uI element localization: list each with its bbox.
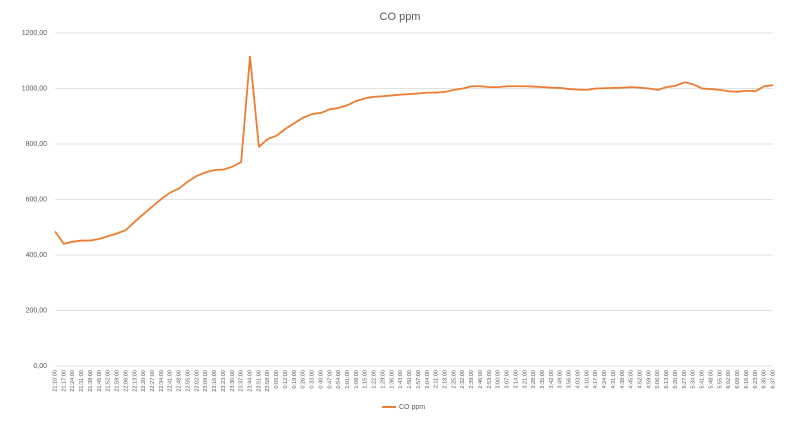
x-tick-label: 4:31:00 <box>611 370 617 389</box>
x-tick-label: 23:37:00 <box>239 370 245 392</box>
y-tick-label: 600,00 <box>26 196 48 203</box>
x-tick-label: 23:51:00 <box>256 370 262 392</box>
x-tick-label: 22:06:00 <box>123 370 129 392</box>
x-tick-label: 23:16:00 <box>212 370 218 392</box>
x-tick-label: 22:13:00 <box>132 370 138 392</box>
x-tick-label: 5:55:00 <box>717 370 723 389</box>
x-tick-label: 0:19:00 <box>292 370 298 389</box>
x-tick-label: 23:58:00 <box>265 370 271 392</box>
x-tick-label: 23:02:00 <box>194 370 200 392</box>
x-tick-label: 1:29:00 <box>380 370 386 389</box>
x-tick-label: 4:03:00 <box>575 370 581 389</box>
x-tick-label: 23:09:00 <box>203 370 209 392</box>
x-tick-label: 0:05:00 <box>274 370 280 389</box>
x-tick-label: 21:24:00 <box>70 370 76 392</box>
x-tick-label: 3:42:00 <box>549 370 555 389</box>
x-tick-label: 5:41:00 <box>700 370 706 389</box>
x-tick-label: 1:57:00 <box>416 370 422 389</box>
x-tick-label: 4:52:00 <box>638 370 644 389</box>
x-tick-label: 21:45:00 <box>97 370 103 392</box>
x-tick-label: 5:48:00 <box>708 370 714 389</box>
x-tick-label: 21:38:00 <box>88 370 94 392</box>
x-tick-label: 4:38:00 <box>620 370 626 389</box>
x-tick-label: 22:41:00 <box>168 370 174 392</box>
x-tick-label: 22:34:00 <box>159 370 165 392</box>
y-tick-label: 1200,00 <box>22 30 47 37</box>
x-tick-label: 2:46:00 <box>478 370 484 389</box>
x-tick-label: 4:17:00 <box>593 370 599 389</box>
x-tick-label: 21:31:00 <box>79 370 85 392</box>
data-line <box>54 55 774 245</box>
x-tick-label: 1:01:00 <box>345 370 351 389</box>
y-tick-label: 1000,00 <box>22 85 47 92</box>
x-tick-label: 3:35:00 <box>540 370 546 389</box>
x-tick-label: 0:54:00 <box>336 370 342 389</box>
x-tick-label: 5:06:00 <box>655 370 661 389</box>
x-tick-label: 2:32:00 <box>460 370 466 389</box>
y-tick-label: 800,00 <box>26 141 48 148</box>
legend-label: CO ppm <box>399 404 425 411</box>
x-tick-label: 2:39:00 <box>469 370 475 389</box>
x-tick-label: 3:49:00 <box>558 370 564 389</box>
x-tick-label: 6:16:00 <box>744 370 750 389</box>
x-tick-label: 5:20:00 <box>673 370 679 389</box>
x-tick-label: 3:56:00 <box>567 370 573 389</box>
x-tick-label: 0:40:00 <box>318 370 324 389</box>
x-tick-label: 2:25:00 <box>451 370 457 389</box>
x-tick-label: 22:48:00 <box>177 370 183 392</box>
y-tick-label: 200,00 <box>26 307 48 314</box>
x-tick-label: 21:52:00 <box>106 370 112 392</box>
x-tick-label: 1:50:00 <box>407 370 413 389</box>
x-tick-label: 2:53:00 <box>487 370 493 389</box>
x-tick-label: 6:02:00 <box>726 370 732 389</box>
x-tick-label: 0:33:00 <box>310 370 316 389</box>
x-tick-label: 6:23:00 <box>753 370 759 389</box>
x-tick-label: 4:24:00 <box>602 370 608 389</box>
x-tick-label: 6:30:00 <box>762 370 768 389</box>
x-tick-label: 21:59:00 <box>115 370 121 392</box>
x-tick-label: 4:45:00 <box>629 370 635 389</box>
x-tick-label: 23:30:00 <box>230 370 236 392</box>
x-tick-label: 0:12:00 <box>283 370 289 389</box>
legend-item: CO ppm <box>382 404 425 411</box>
x-tick-label: 21:17:00 <box>61 370 67 392</box>
x-tick-label: 21:10:00 <box>52 370 58 392</box>
x-tick-label: 4:59:00 <box>646 370 652 389</box>
x-tick-label: 1:15:00 <box>363 370 369 389</box>
x-tick-label: 3:07:00 <box>505 370 511 389</box>
x-tick-label: 3:28:00 <box>531 370 537 389</box>
x-tick-label: 3:00:00 <box>496 370 502 389</box>
x-tick-label: 3:14:00 <box>513 370 519 389</box>
x-tick-label: 2:04:00 <box>425 370 431 389</box>
x-tick-label: 5:13:00 <box>664 370 670 389</box>
x-tick-label: 4:10:00 <box>584 370 590 389</box>
x-tick-label: 6:09:00 <box>735 370 741 389</box>
y-tick-label: 400,00 <box>26 252 48 259</box>
x-tick-label: 1:08:00 <box>354 370 360 389</box>
x-tick-label: 2:11:00 <box>434 370 440 388</box>
x-tick-label: 1:36:00 <box>389 370 395 389</box>
x-tick-label: 22:27:00 <box>150 370 156 392</box>
chart-title: CO ppm <box>380 11 421 23</box>
x-tick-label: 0:26:00 <box>301 370 307 389</box>
x-tick-label: 1:43:00 <box>398 370 404 389</box>
x-tick-label: 0:47:00 <box>327 370 333 389</box>
x-tick-label: 22:20:00 <box>141 370 147 392</box>
x-tick-label: 22:55:00 <box>185 370 191 392</box>
x-tick-label: 1:22:00 <box>372 370 378 389</box>
x-tick-label: 23:23:00 <box>221 370 227 392</box>
x-tick-label: 2:18:00 <box>443 370 449 389</box>
x-tick-label: 6:37:00 <box>770 370 776 389</box>
x-tick-label: 3:21:00 <box>522 370 528 389</box>
x-tick-label: 23:44:00 <box>247 370 253 392</box>
x-tick-label: 5:27:00 <box>682 370 688 389</box>
y-tick-label: 0,00 <box>33 363 47 370</box>
x-tick-label: 5:34:00 <box>691 370 697 389</box>
